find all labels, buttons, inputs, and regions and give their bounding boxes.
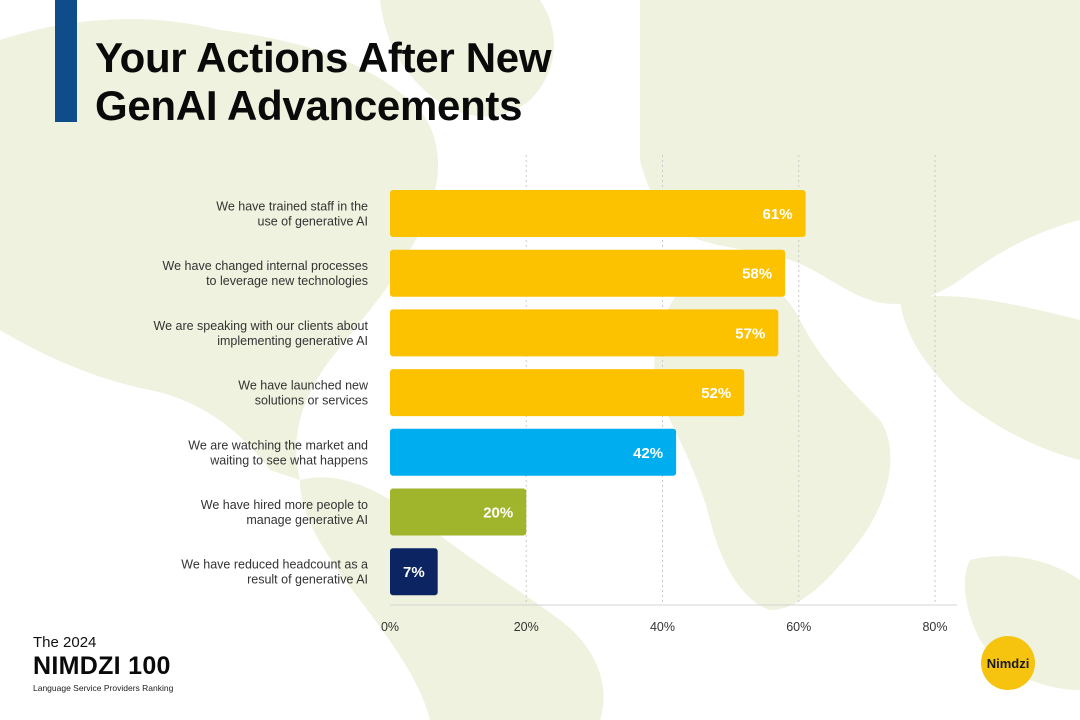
bar-5 — [390, 428, 677, 476]
category-label: manage generative AI — [246, 513, 368, 527]
x-tick-label: 40% — [650, 620, 675, 634]
data-label: 52% — [701, 385, 731, 402]
x-tick-label: 60% — [786, 620, 811, 634]
category-label: solutions or services — [255, 394, 368, 408]
x-tick-label: 20% — [514, 620, 539, 634]
data-label: 20% — [483, 505, 513, 522]
page-title: Your Actions After New GenAI Advancement… — [95, 34, 552, 130]
bar-6 — [390, 488, 527, 536]
x-tick-label: 0% — [381, 620, 399, 634]
data-label: 58% — [742, 266, 772, 283]
bar-1 — [390, 190, 806, 237]
category-label: We have changed internal processes — [163, 259, 368, 273]
data-label: 7% — [403, 564, 425, 581]
brand-year: The 2024 — [33, 634, 97, 651]
category-label: to leverage new technologies — [206, 274, 368, 288]
bar-2 — [390, 249, 786, 297]
bar-3 — [390, 309, 779, 357]
category-label: We have trained staff in the — [216, 200, 368, 214]
category-label: We have hired more people to — [201, 498, 368, 512]
nimdzi-logo: Nimdzi — [981, 636, 1035, 690]
data-label: 57% — [735, 325, 765, 342]
category-label: We are speaking with our clients about — [154, 319, 369, 333]
data-label: 42% — [633, 445, 663, 462]
brand-name: NIMDZI 100 — [33, 652, 171, 680]
nimdzi-100-brand: The 2024 NIMDZI 100 Language Service Pro… — [33, 634, 173, 694]
bar-7 — [390, 548, 438, 596]
data-label: 61% — [763, 206, 793, 223]
category-label: We have reduced headcount as a — [181, 558, 368, 572]
bar-chart: 0% 20% 40% 60% 80% 61% We have trained staff i… — [154, 155, 957, 634]
category-label: We have launched new — [238, 379, 369, 393]
title-accent-bar — [55, 0, 77, 122]
x-tick-label: 80% — [922, 620, 947, 634]
category-label: implementing generative AI — [217, 334, 368, 348]
category-label: use of generative AI — [258, 215, 369, 229]
brand-subtitle: Language Service Providers Ranking — [33, 683, 174, 693]
title-line-2: GenAI Advancements — [95, 82, 523, 129]
bar-4 — [390, 369, 745, 417]
category-label: We are watching the market and — [188, 438, 368, 452]
category-label: waiting to see what happens — [209, 453, 368, 467]
title-line-1: Your Actions After New — [95, 34, 552, 81]
logo-text: Nimdzi — [986, 655, 1030, 671]
category-label: result of generative AI — [247, 573, 368, 587]
